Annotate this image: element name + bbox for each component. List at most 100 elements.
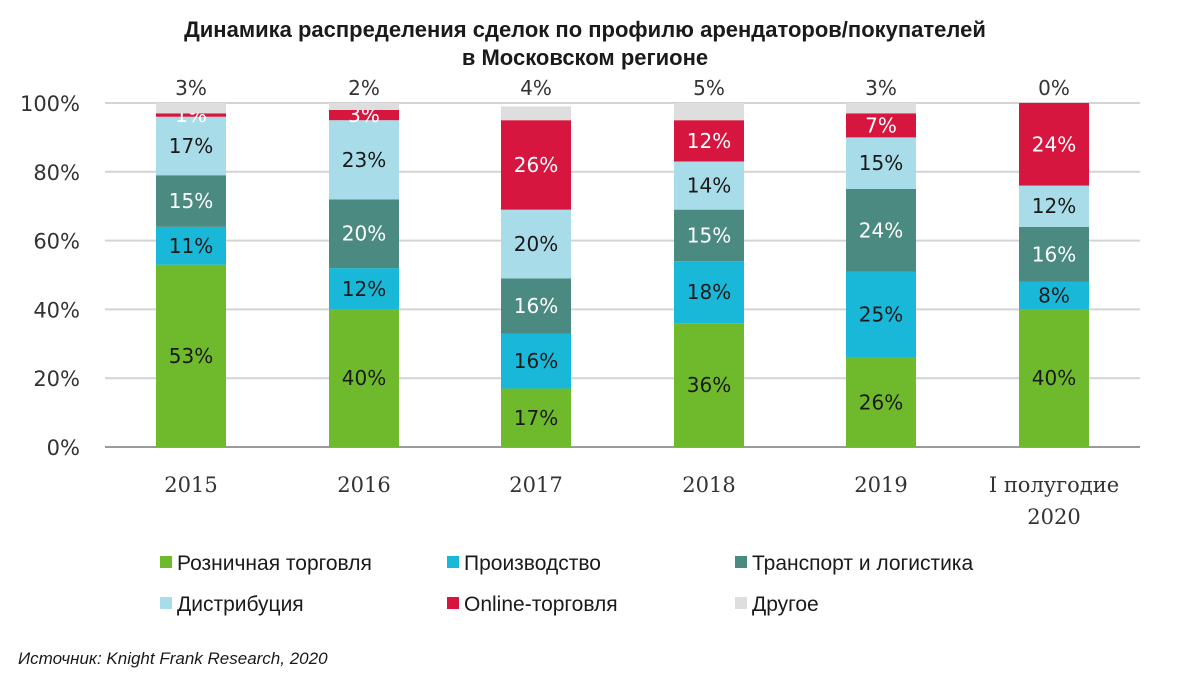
bar-top-label: 5% bbox=[693, 76, 725, 100]
data-label: 40% bbox=[342, 366, 386, 390]
bar-segment bbox=[156, 116, 226, 176]
data-label: 12% bbox=[342, 277, 386, 301]
legend-swatch bbox=[447, 597, 459, 609]
y-tick-label: 60% bbox=[33, 230, 80, 254]
bar-segment bbox=[501, 333, 571, 389]
data-label: 15% bbox=[169, 189, 213, 213]
data-label: 17% bbox=[514, 406, 558, 430]
bar-segment bbox=[501, 106, 571, 121]
bar-segment bbox=[846, 189, 916, 272]
bar-segment bbox=[1019, 185, 1089, 227]
bar-segment bbox=[1019, 103, 1089, 186]
data-label: 15% bbox=[687, 223, 731, 247]
data-label: 12% bbox=[1032, 194, 1076, 218]
bar-segment bbox=[674, 161, 744, 210]
bar-top-label: 0% bbox=[1038, 76, 1070, 100]
bar-segment bbox=[329, 199, 399, 269]
data-label: 17% bbox=[169, 134, 213, 158]
data-label: 40% bbox=[1032, 366, 1076, 390]
legend-label: Производство bbox=[464, 552, 601, 575]
legend: Розничная торговля Производство Транспорт … bbox=[160, 552, 973, 616]
data-label: 12% bbox=[687, 129, 731, 153]
bar-segment bbox=[501, 209, 571, 279]
data-label: 11% bbox=[169, 234, 213, 258]
data-label: 24% bbox=[1032, 132, 1076, 156]
bar-segment bbox=[329, 309, 399, 447]
bar-segment bbox=[156, 226, 226, 265]
y-tick-label: 80% bbox=[33, 161, 80, 185]
bar-top-label: 3% bbox=[175, 76, 207, 100]
data-label: 15% bbox=[859, 151, 903, 175]
y-tick-label: 40% bbox=[33, 298, 80, 322]
legend-swatch bbox=[447, 556, 459, 568]
x-tick-label: 2017 bbox=[509, 473, 562, 497]
bar-top-label: 2% bbox=[348, 76, 380, 100]
x-tick-label: 2018 bbox=[682, 473, 735, 497]
source-note: Источник: Knight Frank Research, 2020 bbox=[18, 649, 328, 668]
legend-swatch bbox=[735, 556, 747, 568]
bar-segment bbox=[156, 264, 226, 447]
bar-segment bbox=[674, 120, 744, 162]
y-tick-label: 100% bbox=[20, 92, 80, 116]
bar-segment bbox=[501, 120, 571, 210]
data-label: 18% bbox=[687, 280, 731, 304]
data-label: 36% bbox=[687, 373, 731, 397]
data-label: 14% bbox=[687, 174, 731, 198]
bar-segment bbox=[674, 209, 744, 262]
data-label: 16% bbox=[1032, 242, 1076, 266]
bar-segment bbox=[501, 278, 571, 334]
data-label: 20% bbox=[514, 232, 558, 256]
y-tick-label: 0% bbox=[47, 436, 80, 460]
data-label: 7% bbox=[865, 113, 897, 137]
x-tick-label: I полугодие bbox=[989, 473, 1119, 497]
data-label: 8% bbox=[1038, 284, 1070, 308]
legend-label: Online-торговля bbox=[464, 593, 618, 616]
bar-segment bbox=[156, 103, 226, 114]
x-tick-label: 2019 bbox=[854, 473, 907, 497]
bar-segment bbox=[329, 268, 399, 310]
data-label: 25% bbox=[859, 303, 903, 327]
bar-segment bbox=[674, 261, 744, 324]
bar-segment bbox=[846, 137, 916, 189]
chart-title-line-2: в Московском регионе bbox=[462, 45, 708, 70]
x-tick-label: 2016 bbox=[337, 473, 390, 497]
data-label: 16% bbox=[514, 349, 558, 373]
bar-segment bbox=[1019, 309, 1089, 447]
bar-segment bbox=[156, 175, 226, 227]
bar-segment bbox=[846, 113, 916, 138]
bar-segment bbox=[846, 271, 916, 358]
plot-area: 0%20%40%60%80%100%53%11%15%17%1%3%201540… bbox=[20, 76, 1140, 529]
data-label: 26% bbox=[514, 153, 558, 177]
bar-segment bbox=[501, 388, 571, 447]
legend-label: Другое bbox=[752, 593, 819, 616]
chart-title-line-1: Динамика распределения сделок по профилю… bbox=[184, 17, 986, 42]
data-label: 20% bbox=[342, 222, 386, 246]
data-label: 53% bbox=[169, 344, 213, 368]
data-label: 23% bbox=[342, 148, 386, 172]
x-tick-label: 2020 bbox=[1027, 505, 1080, 529]
bar-segment bbox=[846, 103, 916, 114]
bar-segment bbox=[674, 103, 744, 121]
bar-segment bbox=[846, 357, 916, 447]
data-label: 26% bbox=[859, 390, 903, 414]
bar-segment bbox=[674, 323, 744, 447]
legend-label: Транспорт и логистика bbox=[752, 552, 973, 575]
bar-top-label: 3% bbox=[865, 76, 897, 100]
y-tick-label: 20% bbox=[33, 367, 80, 391]
legend-label: Дистрибуция bbox=[177, 593, 304, 616]
legend-swatch bbox=[735, 597, 747, 609]
bar-segment bbox=[156, 113, 226, 117]
bar-segment bbox=[1019, 226, 1089, 282]
legend-label: Розничная торговля bbox=[177, 552, 372, 575]
x-tick-label: 2015 bbox=[164, 473, 217, 497]
bar-segment bbox=[329, 120, 399, 200]
data-label: 16% bbox=[514, 294, 558, 318]
bar-segment bbox=[329, 103, 399, 110]
data-label: 24% bbox=[859, 218, 903, 242]
bar-segment bbox=[1019, 281, 1089, 310]
legend-swatch bbox=[160, 556, 172, 568]
legend-swatch bbox=[160, 597, 172, 609]
bar-top-label: 4% bbox=[520, 76, 552, 100]
bar-segment bbox=[329, 109, 399, 121]
